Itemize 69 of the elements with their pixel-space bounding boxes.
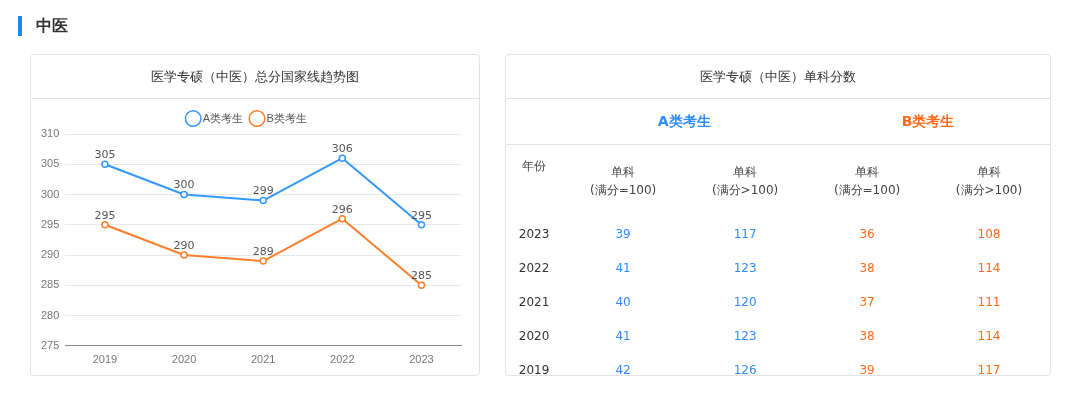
data-label: 126 <box>732 362 758 379</box>
x-tick-label: 单科 (满分>100) <box>710 164 780 199</box>
y-tick-label: 300 <box>40 187 60 200</box>
data-label: 296 <box>331 202 353 216</box>
data-label: 40 <box>614 294 632 311</box>
data-label: 306 <box>331 142 353 156</box>
point <box>101 160 109 169</box>
text: A类考生 <box>562 99 807 145</box>
data-label: 114 <box>976 260 1002 277</box>
data-label: 120 <box>732 294 758 311</box>
text: B类考生 <box>806 99 1050 145</box>
point <box>417 281 426 290</box>
x-tick-label: 2021 <box>250 353 276 366</box>
y-tick-label: 295 <box>40 217 60 230</box>
data-label: 285 <box>410 269 432 283</box>
data-label: 123 <box>732 328 758 345</box>
y-tick-label: 2023 <box>517 226 551 243</box>
data-label: 123 <box>732 260 758 277</box>
y-tick-label: 290 <box>40 248 60 261</box>
y-tick-label: 305 <box>40 157 60 170</box>
y-axis-title: 年份 <box>521 158 548 175</box>
x-tick-label: 2022 <box>330 353 355 366</box>
y-tick-label: 2020 <box>517 328 551 345</box>
chart-title: 医学专硕（中医）单科分数 <box>506 55 1050 99</box>
y-tick-label: 310 <box>40 127 60 140</box>
point <box>259 196 267 205</box>
point <box>180 251 188 259</box>
point <box>180 190 188 199</box>
data-label: 36 <box>858 226 876 243</box>
data-label: 300 <box>173 178 195 192</box>
data-label: 295 <box>410 208 432 222</box>
data-label: 39 <box>614 226 632 243</box>
x-tick-label: 单科 (满分=100) <box>588 164 658 199</box>
y-tick-label: 2022 <box>517 260 551 277</box>
y-tick-label: 2021 <box>517 294 551 311</box>
data-label: 37 <box>858 294 876 311</box>
data-label: 117 <box>976 362 1002 379</box>
data-label: 114 <box>976 328 1002 345</box>
x-tick-label: 单科 (满分=100) <box>832 164 902 199</box>
data-label: 290 <box>173 238 195 252</box>
point <box>101 221 109 229</box>
text: 中医 <box>18 16 68 36</box>
data-label: 108 <box>976 226 1002 243</box>
data-label: 305 <box>94 148 116 162</box>
point <box>417 221 426 229</box>
data-label: 38 <box>858 260 876 277</box>
point <box>338 214 347 223</box>
data-label: 41 <box>614 260 632 277</box>
data-label: 295 <box>94 208 116 222</box>
data-label: 41 <box>614 328 632 345</box>
point <box>259 257 267 265</box>
data-label: 111 <box>976 294 1002 311</box>
data-label: 38 <box>858 328 876 345</box>
data-label: 289 <box>252 244 274 258</box>
x-tick-label: 单科 (满分>100) <box>954 164 1024 199</box>
data-label: 39 <box>858 362 876 379</box>
legend-label: A类考生 <box>202 111 244 124</box>
data-label: 42 <box>614 362 632 379</box>
point <box>338 154 347 162</box>
y-tick-label: 275 <box>40 338 60 351</box>
y-tick-label: 280 <box>40 308 60 321</box>
x-tick-label: 2023 <box>409 353 434 366</box>
data-label: 117 <box>732 226 758 243</box>
data-label: 299 <box>252 184 274 198</box>
y-tick-label: 285 <box>40 278 60 291</box>
legend-label: B类考生 <box>266 111 307 124</box>
x-tick-label: 2020 <box>171 353 197 366</box>
x-tick-label: 2019 <box>92 353 118 366</box>
chart-title: 医学专硕（中医）总分国家线趋势图 <box>31 55 479 99</box>
